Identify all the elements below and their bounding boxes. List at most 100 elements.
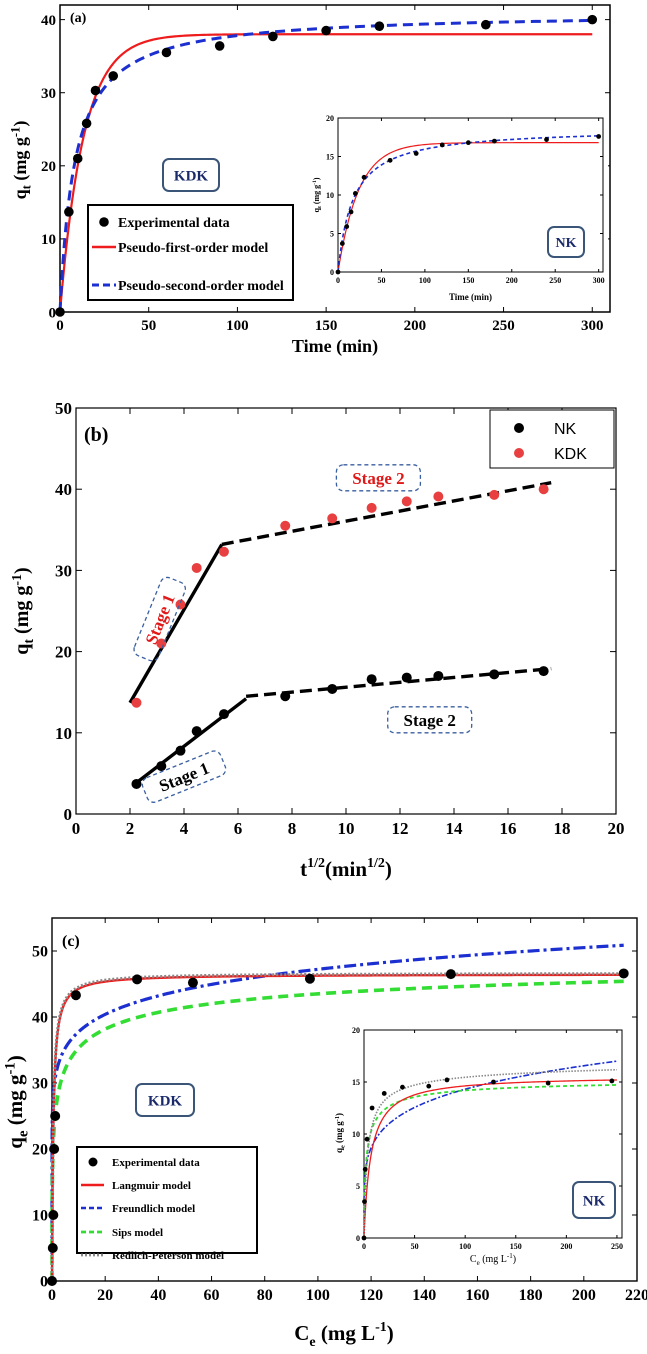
b-xtick-label: 12	[392, 819, 409, 838]
c-ytick-label: 30	[32, 1076, 48, 1093]
a-data-point	[587, 14, 598, 25]
a-inset-xtick-label: 300	[593, 276, 605, 285]
c-panel-label: (c)	[62, 933, 80, 950]
c-inset-ytick-label: 20	[352, 1026, 360, 1035]
a-inset-data-point	[335, 269, 341, 275]
a-xlabel: Time (min)	[292, 336, 378, 357]
a-ylabel: qt (mg g-1)	[9, 121, 34, 200]
b-nk-point	[489, 669, 500, 680]
c-inset-data-point	[444, 1077, 450, 1083]
c-inset-data-point	[545, 1080, 551, 1086]
b-legend-kdk: KDK	[554, 446, 587, 463]
a-sample-label: KDK	[174, 168, 209, 184]
a-data-point	[81, 118, 92, 129]
a-ytick-label: 20	[41, 159, 56, 175]
a-pso-line	[58, 18, 593, 313]
b-xtick-label: 18	[554, 819, 571, 838]
c-data-point	[304, 973, 315, 984]
c-inset-data-point	[381, 1091, 387, 1096]
c-inset-ytick-label: 10	[352, 1130, 360, 1139]
a-data-point	[90, 85, 101, 96]
c-inset-xtick-label: 150	[510, 1242, 522, 1251]
c-sample-label: KDK	[148, 1093, 183, 1109]
b-legend-nk: NK	[554, 421, 577, 438]
c-xtick-label: 60	[204, 1287, 220, 1304]
b-nk-point	[366, 674, 377, 685]
c-xlabel: Ce (mg L-1)	[294, 1320, 394, 1350]
c-inset-data-point	[426, 1083, 432, 1089]
a-inset-xtick-label: 150	[462, 276, 474, 285]
c-inset-xtick-label: 50	[411, 1242, 419, 1251]
c-sample-label-box	[135, 1083, 195, 1117]
c-inset-data-point	[400, 1084, 405, 1090]
c-inset-xlabel: Ce (mg L-1)	[470, 1252, 516, 1267]
b-kdk-point	[433, 491, 444, 502]
c-inset-xtick-label: 200	[560, 1242, 572, 1251]
c-legend-freundlich: Freundlich model	[112, 1203, 195, 1215]
a-inset-data-point	[339, 241, 345, 246]
a-data-point	[481, 19, 491, 30]
a-legend-pfo: Pseudo-first-order model	[118, 241, 268, 256]
a-inset-ytick-label: 10	[326, 191, 334, 200]
c-inset-langmuir-line	[363, 1079, 617, 1239]
b-annotation-0: Stage 2	[335, 464, 422, 492]
b-ylabel: qt (mg g-1)	[10, 567, 37, 654]
b-ytick-label: 20	[55, 643, 72, 662]
b-annotation-label: Stage 2	[352, 469, 404, 488]
b-kdk-point	[191, 562, 202, 573]
c-inset-data-point	[491, 1079, 496, 1085]
c-inset-sample-label-box	[572, 1181, 616, 1219]
a-xtick-label: 50	[141, 318, 156, 334]
c-legend-exp: Experimental data	[112, 1157, 200, 1169]
c-ytick-label: 50	[32, 944, 48, 961]
a-inset-ytick-label: 20	[326, 114, 334, 123]
a-xtick-label: 200	[404, 318, 427, 334]
c-inset-ytick-label: 0	[356, 1234, 360, 1243]
b-xlabel: t1/2(min1/2)	[300, 856, 392, 881]
c-data-point	[445, 969, 456, 980]
c-inset-xtick-label: 0	[362, 1242, 366, 1251]
b-kdk-point	[327, 513, 338, 524]
c-xtick-label: 100	[306, 1287, 330, 1304]
b-kdk-point	[156, 638, 167, 649]
a-data-point	[268, 31, 278, 42]
c-legend-marker-exp	[88, 1157, 98, 1167]
c-xtick-label: 220	[625, 1287, 647, 1304]
b-xtick-label: 14	[446, 819, 464, 838]
a-data-point	[108, 71, 119, 81]
b-legend-marker-kdk	[514, 448, 524, 458]
b-xtick-label: 2	[126, 819, 135, 838]
a-sample-label-box	[162, 158, 220, 192]
c-inset-data-point	[362, 1166, 368, 1172]
c-inset-ytick-label: 15	[352, 1078, 360, 1087]
c-inset-data-point	[369, 1105, 375, 1111]
b-annotation-label: Stage 2	[403, 711, 455, 730]
a-inset-ytick-label: 0	[330, 268, 334, 277]
b-nk-point	[327, 683, 338, 694]
a-inset-ytick-label: 15	[326, 152, 334, 161]
c-inset-data-point	[361, 1235, 367, 1241]
b-annotation-box	[387, 706, 473, 734]
a-inset-xtick-label: 0	[336, 276, 340, 285]
c-ytick-label: 20	[32, 1142, 48, 1159]
a-data-point	[374, 21, 385, 31]
a-inset-pso-line	[337, 135, 599, 273]
c-freundlich-line	[50, 943, 624, 1255]
c-legend-box	[76, 1146, 258, 1254]
c-data-point	[618, 968, 629, 979]
b-xtick-label: 6	[234, 819, 243, 838]
a-xtick-label: 0	[56, 318, 64, 334]
a-axes-frame	[59, 4, 611, 313]
c-legend-sips: Sips model	[112, 1227, 163, 1239]
c-xtick-label: 80	[257, 1287, 273, 1304]
a-legend-exp: Experimental data	[118, 216, 230, 231]
a-inset-data-point	[352, 191, 358, 196]
a-xtick-label: 300	[581, 318, 604, 334]
b-xtick-label: 16	[500, 819, 517, 838]
b-kdk-point	[218, 546, 229, 557]
b-nk-point	[218, 709, 229, 720]
b-kdk-point	[538, 484, 549, 495]
c-inset-data-point	[362, 1199, 367, 1204]
b-nk-point	[175, 745, 186, 756]
c-xtick-label: 120	[359, 1287, 383, 1304]
